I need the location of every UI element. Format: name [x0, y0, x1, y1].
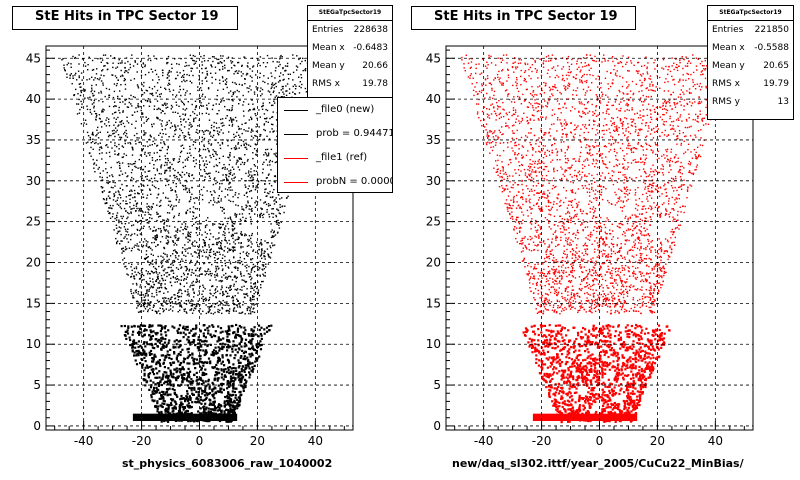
stats-row: Entries 228638: [312, 25, 388, 35]
y-tick-label: 30: [426, 174, 441, 188]
y-tick-label: 35: [26, 133, 41, 147]
stats-row: RMS x 19.79: [712, 79, 789, 89]
y-tick-label: 30: [26, 174, 41, 188]
x-tick-label: 20: [250, 434, 265, 448]
y-tick-label: 20: [426, 256, 441, 270]
legend-entry: probN = 0.000000: [278, 170, 392, 192]
stats-row: Mean y 20.66: [312, 61, 388, 71]
chart-title-right: StE Hits in TPC Sector 19: [411, 6, 636, 30]
legend-entry: _file1 (ref): [278, 146, 392, 170]
stats-row: RMS y 13: [712, 97, 789, 107]
legend-entry: prob = 0.944719: [278, 122, 392, 146]
y-tick-label: 25: [26, 215, 41, 229]
stats-row: Entries 221850: [712, 25, 789, 35]
x-tick-label: 40: [308, 434, 323, 448]
x-tick-label: -20: [532, 434, 552, 448]
y-tick-label: 5: [433, 378, 441, 392]
stats-row: Mean x -0.6483: [312, 43, 388, 53]
x-axis-label-left: st_physics_6083006_raw_1040002: [122, 457, 333, 470]
hit-cloud-base: [532, 413, 638, 422]
x-tick-label: 40: [708, 434, 723, 448]
legend-entry: _file0 (new): [278, 98, 392, 122]
x-tick-label: -20: [132, 434, 152, 448]
y-tick-label: 15: [426, 296, 441, 310]
y-tick-label: 5: [33, 378, 41, 392]
hit-cloud: [461, 54, 731, 424]
stats-name: StEGaTpcSector19: [708, 6, 793, 21]
x-tick-label: 0: [196, 434, 204, 448]
y-tick-label: 35: [426, 133, 441, 147]
y-tick-label: 0: [433, 419, 441, 433]
y-tick-label: 0: [33, 419, 41, 433]
legend-box: _file0 (new) prob = 0.944719 _file1 (ref…: [277, 97, 393, 193]
stats-row: Mean y 20.65: [712, 61, 789, 71]
plot-frame-border: [445, 45, 754, 431]
x-tick-label: 20: [650, 434, 665, 448]
y-tick-label: 10: [26, 337, 41, 351]
x-tick-label: 0: [596, 434, 604, 448]
chart-title-left: StE Hits in TPC Sector 19: [12, 6, 238, 30]
plot-frame-border: [45, 45, 354, 431]
y-tick-label: 40: [426, 92, 441, 106]
x-tick-label: -40: [474, 434, 494, 448]
stats-box-right: StEGaTpcSector19 Entries 221850 Mean x -0.…: [707, 5, 794, 120]
y-tick-label: 25: [426, 215, 441, 229]
stats-row: RMS x 19.78: [312, 79, 388, 89]
x-tick-label: -40: [74, 434, 94, 448]
y-tick-label: 20: [26, 256, 41, 270]
y-tick-label: 45: [26, 51, 41, 65]
y-tick-label: 40: [26, 92, 41, 106]
y-tick-label: 45: [426, 51, 441, 65]
x-axis-label-right: new/daq_sl302.ittf/year_2005/CuCu22_MinB…: [452, 457, 744, 470]
stats-box-left: StEGaTpcSector19 Entries 228638 Mean x -0.…: [307, 5, 393, 103]
hit-cloud-base: [132, 413, 238, 422]
y-tick-label: 15: [26, 296, 41, 310]
stats-name: StEGaTpcSector19: [308, 6, 392, 21]
stats-row: Mean x -0.5588: [712, 43, 789, 53]
y-tick-label: 10: [426, 337, 441, 351]
